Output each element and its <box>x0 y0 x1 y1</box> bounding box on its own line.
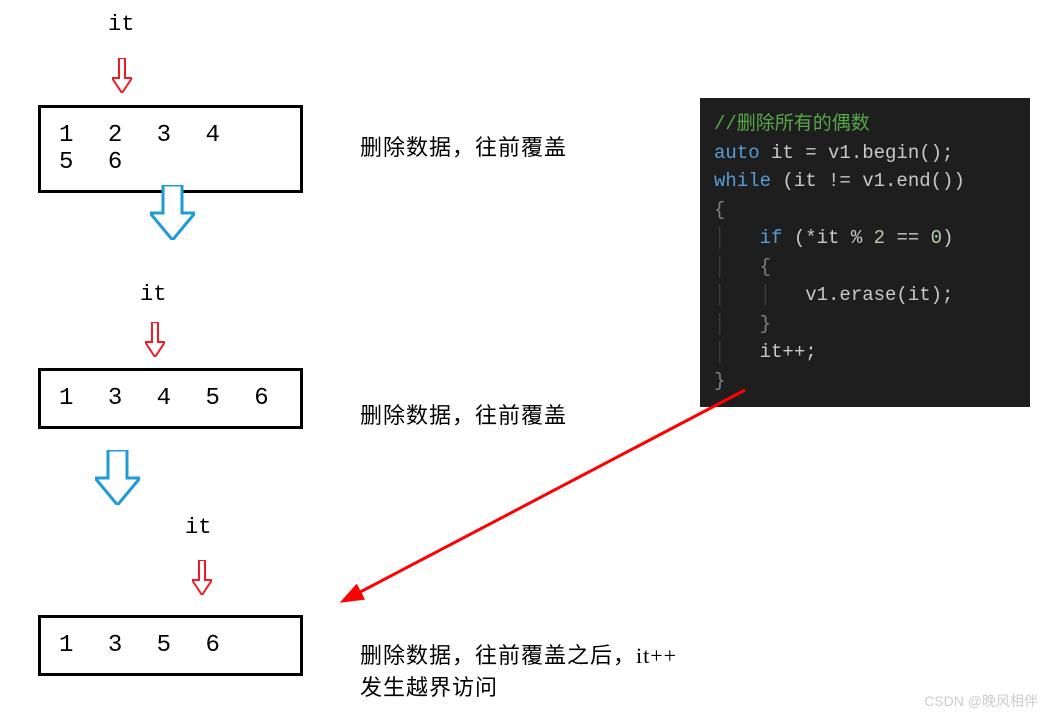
cell: 6 <box>108 149 125 176</box>
cell: 5 <box>205 385 222 412</box>
cell: 3 <box>157 122 174 149</box>
red-down-arrow-icon <box>145 322 165 357</box>
code-line: //删除所有的偶数 <box>714 110 1016 139</box>
cell: 1 <box>59 122 76 149</box>
cell: 6 <box>254 385 271 412</box>
code-line: auto it = v1.begin(); <box>714 139 1016 168</box>
code-line: while (it != v1.end()) <box>714 167 1016 196</box>
code-line: } <box>714 367 1016 396</box>
cell: 5 <box>59 149 76 176</box>
iterator-label-2: it <box>140 282 166 307</box>
cell: 4 <box>157 385 174 412</box>
data-box-3: 1 3 5 6 <box>38 615 303 676</box>
cell: 6 <box>205 632 222 659</box>
caption-3b: 发生越界访问 <box>360 670 498 702</box>
caption-2: 删除数据，往前覆盖 <box>360 398 567 430</box>
code-line: │ } <box>714 310 1016 339</box>
cell: 2 <box>108 122 125 149</box>
code-line: │ if (*it % 2 == 0) <box>714 224 1016 253</box>
iterator-label-3: it <box>185 515 211 540</box>
cell: 3 <box>108 385 125 412</box>
blue-flow-arrow-icon <box>95 450 140 505</box>
cell: 5 <box>157 632 174 659</box>
data-box-1: 1 2 3 4 5 6 <box>38 105 303 193</box>
cell: 1 <box>59 385 76 412</box>
caption-3a: 删除数据，往前覆盖之后，it++ <box>360 638 677 670</box>
code-line: │ it++; <box>714 338 1016 367</box>
watermark: CSDN @晚风相伴 <box>924 691 1038 711</box>
caption-1: 删除数据，往前覆盖 <box>360 130 567 162</box>
data-box-2: 1 3 4 5 6 <box>38 368 303 429</box>
iterator-label-1: it <box>108 12 134 37</box>
code-block: //删除所有的偶数 auto it = v1.begin(); while (i… <box>700 98 1030 407</box>
code-line: { <box>714 196 1016 225</box>
blue-flow-arrow-icon <box>150 185 195 240</box>
cell: 3 <box>108 632 125 659</box>
cell: 1 <box>59 632 76 659</box>
cell: 4 <box>205 122 222 149</box>
red-down-arrow-icon <box>112 58 132 93</box>
code-line: │ { <box>714 253 1016 282</box>
red-down-arrow-icon <box>192 560 212 595</box>
code-line: │ │ v1.erase(it); <box>714 281 1016 310</box>
